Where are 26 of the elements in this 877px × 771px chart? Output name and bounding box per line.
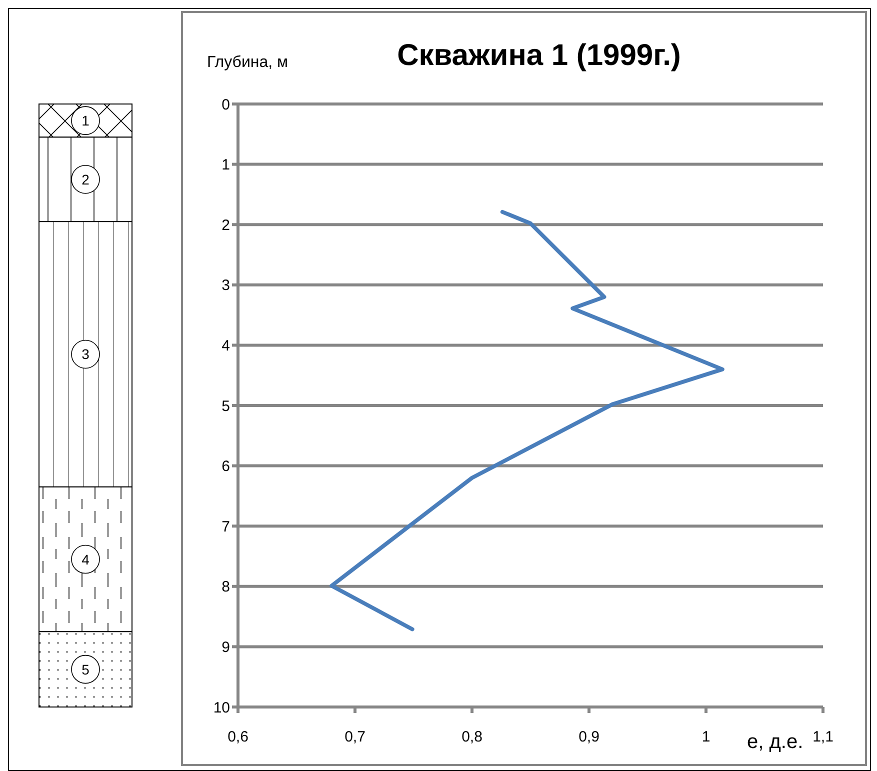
x-tick-label: 0,7 [344, 728, 366, 746]
text: 2 [82, 171, 90, 188]
x-axis-title: е, д.е. [747, 731, 804, 754]
text: 4 [82, 551, 90, 568]
chart-title: Скважина 1 (1999г.) [397, 39, 681, 72]
text: 5 [82, 661, 90, 678]
x-tick-label: 0,8 [462, 728, 482, 746]
y-tick-label: 4 [222, 338, 230, 355]
y-tick-label: 3 [222, 277, 230, 294]
y-tick-label: 8 [222, 578, 230, 596]
x-tick-label: 1 [702, 728, 710, 746]
y-tick-label: 2 [222, 216, 230, 234]
y-tick-label: 6 [222, 458, 230, 476]
text: 3 [82, 346, 90, 362]
y-tick-label: 10 [213, 699, 230, 716]
y-tick-label: 1 [222, 156, 230, 174]
y-tick-label: 9 [222, 639, 230, 656]
y-tick-label: 5 [222, 398, 230, 415]
y-tick-label: 7 [222, 518, 230, 536]
x-tick-label: 1,1 [812, 728, 834, 746]
x-tick-label: 0,9 [578, 728, 600, 746]
line-series [330, 210, 724, 632]
text: 1 [82, 112, 90, 129]
y-tick-label: 0 [222, 96, 230, 114]
x-tick-label: 0,6 [228, 728, 248, 746]
y-axis-title: Глубина, м [207, 54, 288, 72]
